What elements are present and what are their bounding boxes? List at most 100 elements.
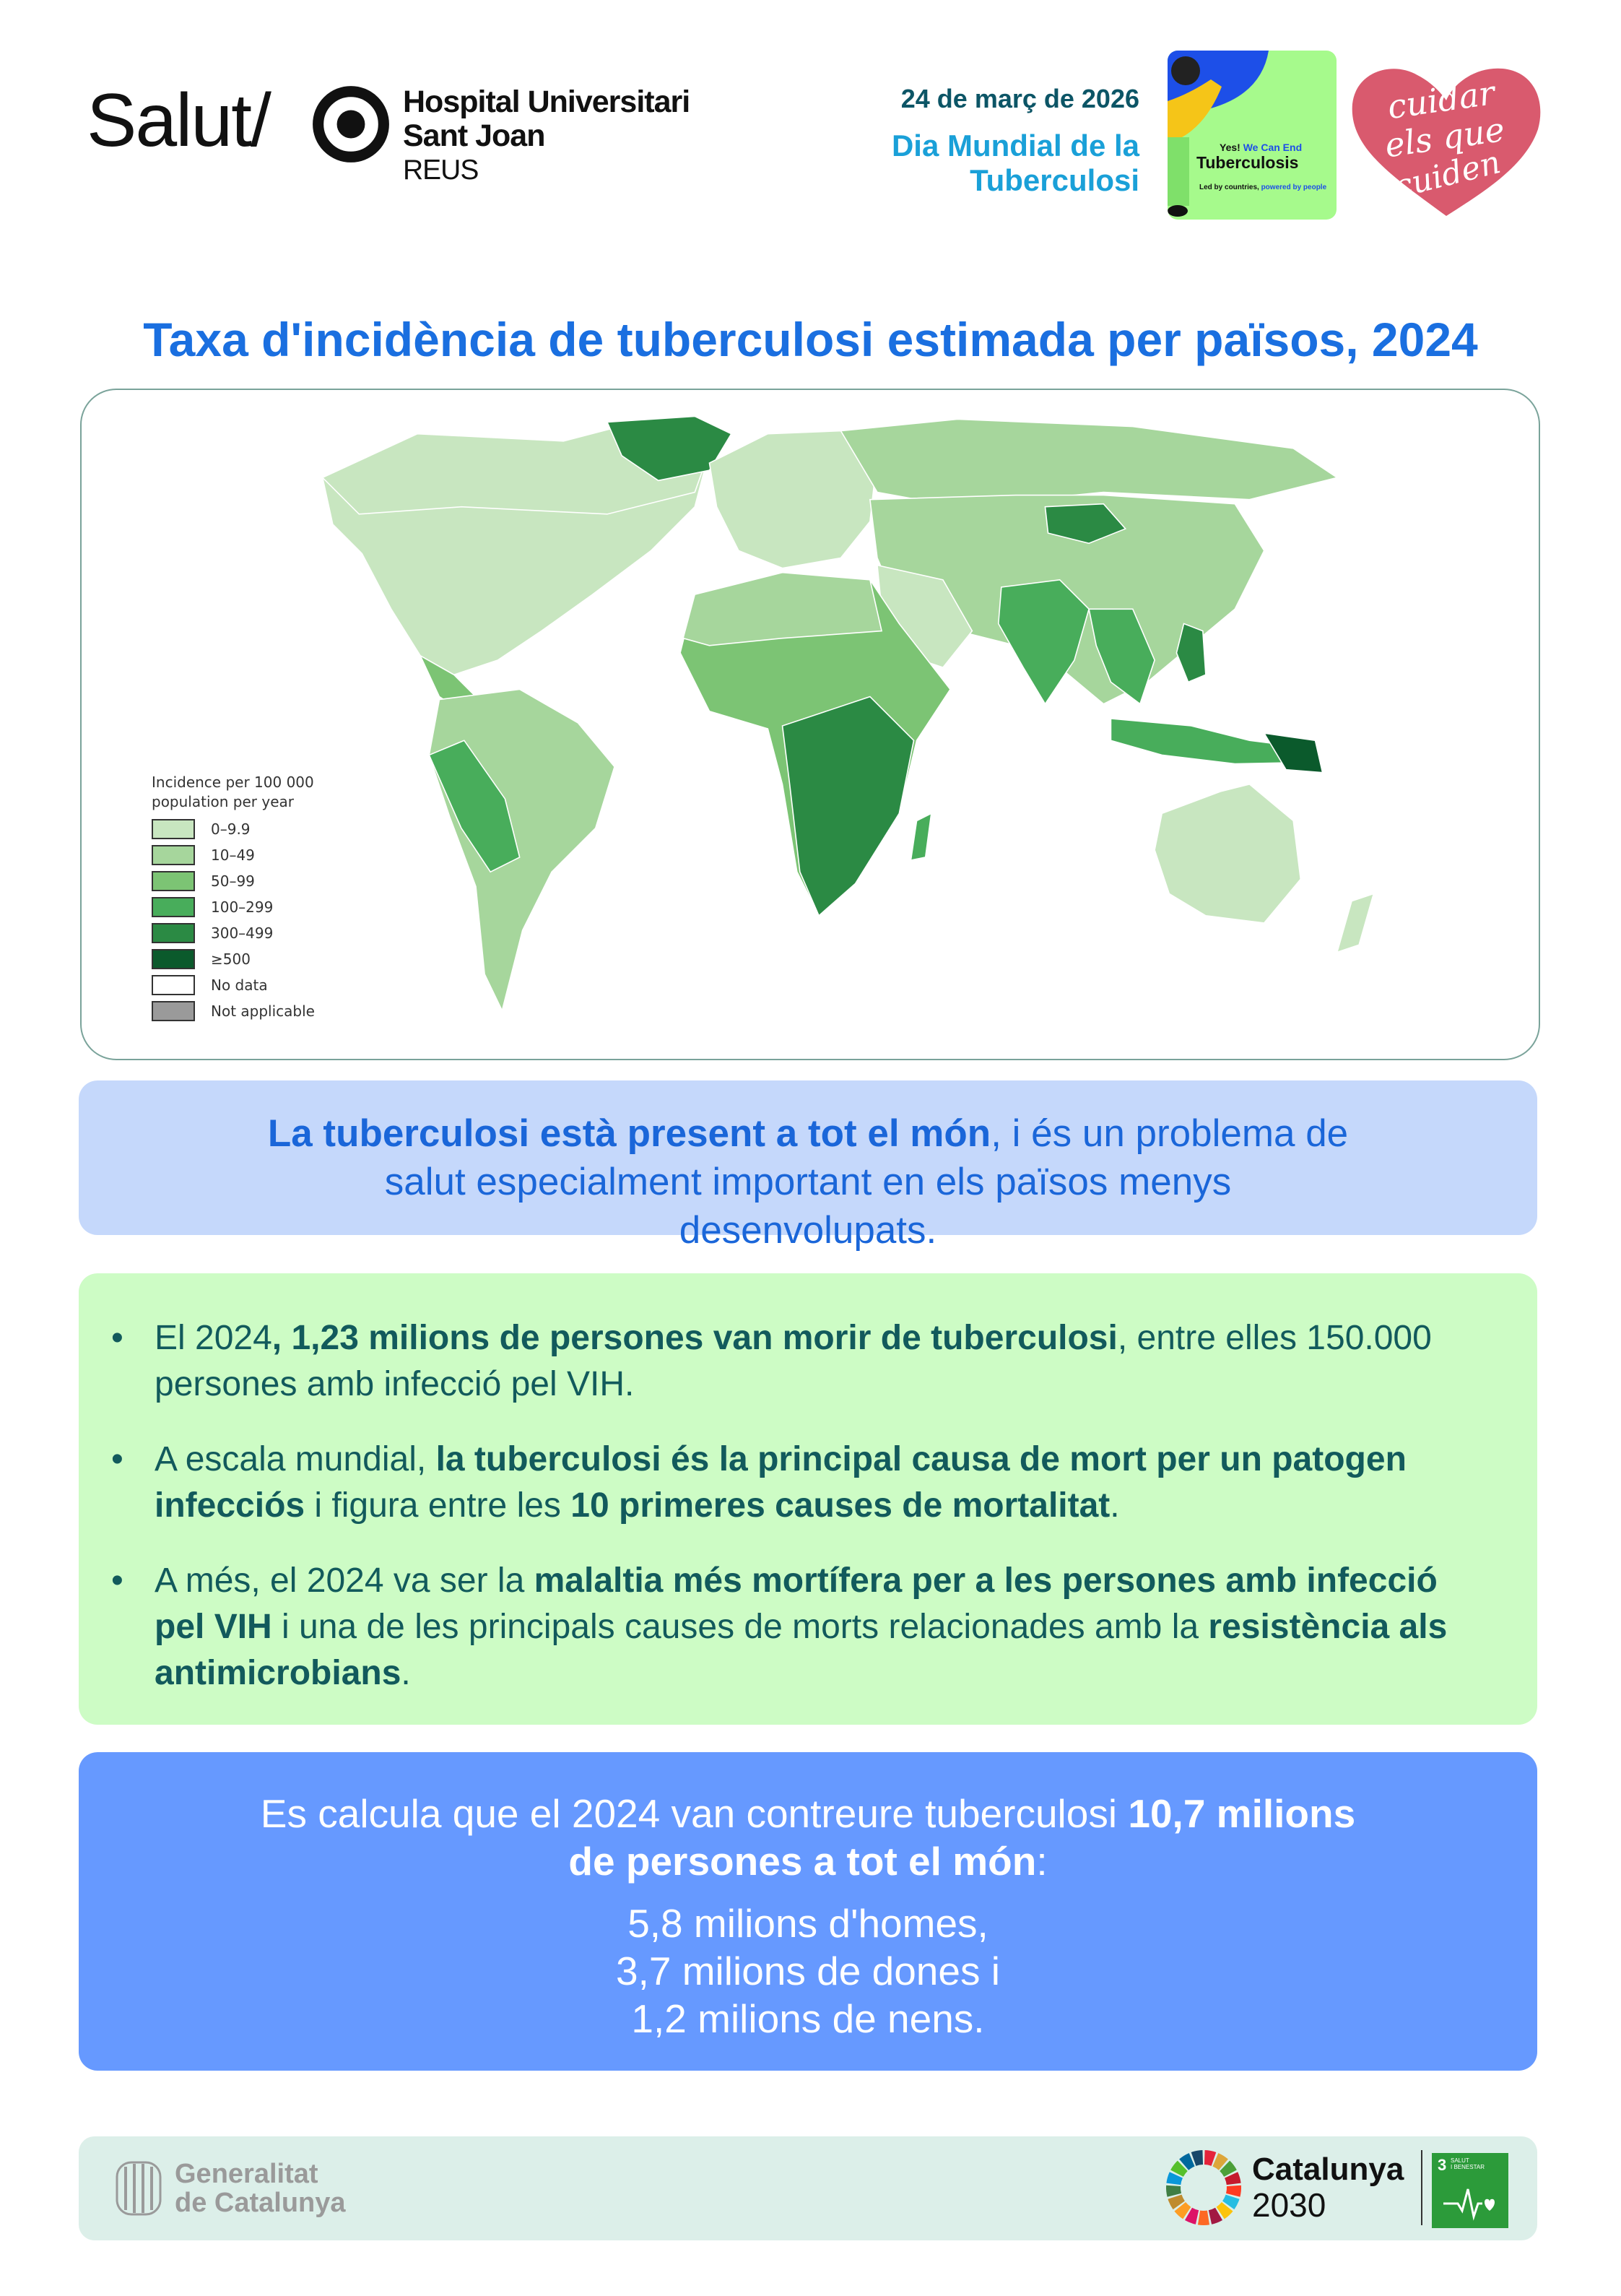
generalitat-line2: de Catalunya (175, 2188, 346, 2218)
bold-text: , 1,23 milions de persones van morir de … (271, 1319, 1118, 1357)
sdg-wheel-segment (1184, 2207, 1199, 2224)
estimate-men: 5,8 milions d'homes, (627, 1901, 988, 1946)
legend-title-2: population per year (152, 793, 294, 810)
map-south-america (428, 688, 615, 1013)
map-png (1263, 732, 1324, 774)
sdg3-number: 3 (1438, 2156, 1447, 2174)
catalunya-label: Catalunya (1252, 2152, 1404, 2187)
fact-item: A escala mundial, la tuberculosi és la p… (111, 1437, 1472, 1529)
bold-text: 10,7 milions de persones a tot el món (568, 1791, 1356, 1884)
page-title: Taxa d'incidència de tuberculosi estimad… (143, 313, 1478, 366)
legend-swatch (152, 975, 195, 995)
map-russia (840, 418, 1339, 508)
legend-swatch (152, 1001, 195, 1021)
year-label: 2030 (1252, 2186, 1326, 2224)
map-new-zealand (1336, 893, 1375, 953)
sdg-wheel-segment (1220, 2160, 1237, 2177)
salut-logo: Salut/ (87, 79, 271, 163)
text: . (1110, 1486, 1120, 1525)
legend-item: No data (152, 972, 315, 998)
map-europe (708, 430, 878, 569)
text: . (401, 1654, 411, 1692)
bold-text: la tuberculosi és la principal causa de … (155, 1440, 1407, 1525)
estimate-lead: Es calcula que el 2024 van contreure tub… (79, 1790, 1537, 1885)
campaign-we-can-end: We Can End (1243, 142, 1303, 153)
sdg-wheel-segment (1174, 2202, 1191, 2219)
fact-item: El 2024, 1,23 milions de persones van mo… (111, 1315, 1472, 1408)
legend-item: ≥500 (152, 946, 315, 972)
legend-swatch (152, 923, 195, 943)
bold-text: malaltia més mortífera per a les persone… (155, 1561, 1438, 1646)
legend-label: 50–99 (211, 872, 255, 890)
facts-list: El 2024, 1,23 milions de persones van mo… (79, 1273, 1537, 1725)
legend-label: Not applicable (211, 1002, 315, 1020)
hospital-logo-icon (313, 86, 389, 163)
legend-title-1: Incidence per 100 000 (152, 774, 314, 791)
text: , entre elles 150.000 persones amb infec… (155, 1319, 1432, 1403)
legend-label: No data (211, 976, 268, 994)
legend-item: 100–299 (152, 894, 315, 920)
text: i una de les principals causes de morts … (271, 1608, 1209, 1646)
legend-swatch (152, 897, 195, 917)
cuidar-els-que-cuiden-heart-logo: cuidar els que cuiden (1352, 68, 1541, 217)
text: Es calcula que el 2024 van contreure tub… (260, 1791, 1129, 1836)
campaign-tuberculosis: Tuberculosis (1196, 153, 1299, 172)
world-incidence-map (321, 415, 1375, 1013)
sdg-wheel-segment (1212, 2153, 1228, 2170)
map-southern-africa (781, 696, 915, 917)
text: El 2024 (155, 1319, 272, 1357)
estimate-box: Es calcula que el 2024 van contreure tub… (79, 1752, 1537, 2071)
event-date: 24 de març de 2026 (900, 84, 1139, 113)
legend-item: Not applicable (152, 998, 315, 1024)
sdg-wheel-icon (1165, 2150, 1242, 2226)
event-name: Dia Mundial de la Tuberculosi (892, 129, 1139, 198)
sdg-wheel-segment (1166, 2172, 1183, 2185)
bold-text: La tuberculosi està present a tot el món (267, 1112, 991, 1155)
legend-label: 300–499 (211, 924, 274, 942)
footer (79, 2136, 1537, 2240)
estimate-children: 1,2 milions de nens. (631, 1996, 985, 2041)
text: : (1036, 1839, 1048, 1884)
legend-label: 100–299 (211, 898, 274, 916)
legend-label: 10–49 (211, 846, 255, 864)
sdg-wheel-segment (1191, 2150, 1204, 2166)
legend-item: 0–9.9 (152, 816, 315, 842)
campaign-image: Yes! We Can End Tuberculosis Led by coun… (1168, 51, 1337, 220)
map-india (997, 579, 1090, 706)
hospital-line3: REUS (403, 155, 479, 186)
event-name-line2: Tuberculosi (970, 163, 1139, 197)
map-peru-bolivia (428, 740, 521, 873)
sdg-wheel-segment (1225, 2172, 1241, 2185)
summary-box: La tuberculosi està present a tot el món… (79, 1080, 1537, 1252)
bold-text: 10 primeres causes de mortalitat (570, 1486, 1111, 1525)
map-madagascar (910, 812, 932, 862)
hospital-name: Hospital Universitari Sant Joan REUS (403, 85, 690, 188)
map-mongolia (1044, 503, 1127, 545)
generalitat-logo: Generalitat de Catalunya (116, 2159, 346, 2217)
sdg3-label-2: I BENESTAR (1451, 2164, 1485, 2170)
sdg-wheel-segment (1226, 2185, 1242, 2197)
catalunya-2030-logo: Catalunya 2030 (1164, 2148, 1423, 2227)
sdg-wheel-segment (1179, 2153, 1195, 2170)
sdg3-label-1: SALUT (1451, 2157, 1469, 2164)
sdg-wheel-segment (1165, 2185, 1181, 2197)
estimate-women: 3,7 milions de dones i (616, 1949, 1000, 1993)
legend-swatch (152, 871, 195, 891)
map-philippines (1175, 623, 1207, 683)
campaign-yes: Yes! (1220, 142, 1240, 153)
legend-swatch (152, 949, 195, 969)
sdg-wheel-segment (1204, 2150, 1217, 2166)
heartbeat-icon (1443, 2188, 1495, 2221)
legend-item: 10–49 (152, 842, 315, 868)
sdg-wheel-segment (1222, 2194, 1240, 2210)
campaign-illustration-icon (1168, 51, 1269, 217)
map-legend: Incidence per 100 000 population per yea… (152, 773, 315, 1024)
map-panel: Incidence per 100 000 population per yea… (80, 389, 1540, 1060)
text: A més, el 2024 va ser la (155, 1561, 534, 1600)
hospital-line1: Hospital Universitari (403, 85, 690, 119)
text: i figura entre les (305, 1486, 571, 1525)
legend-label: 0–9.9 (211, 820, 251, 838)
hospital-line2: Sant Joan (403, 118, 546, 153)
summary-text: La tuberculosi està present a tot el món… (79, 1109, 1537, 1255)
legend-swatch (152, 845, 195, 865)
